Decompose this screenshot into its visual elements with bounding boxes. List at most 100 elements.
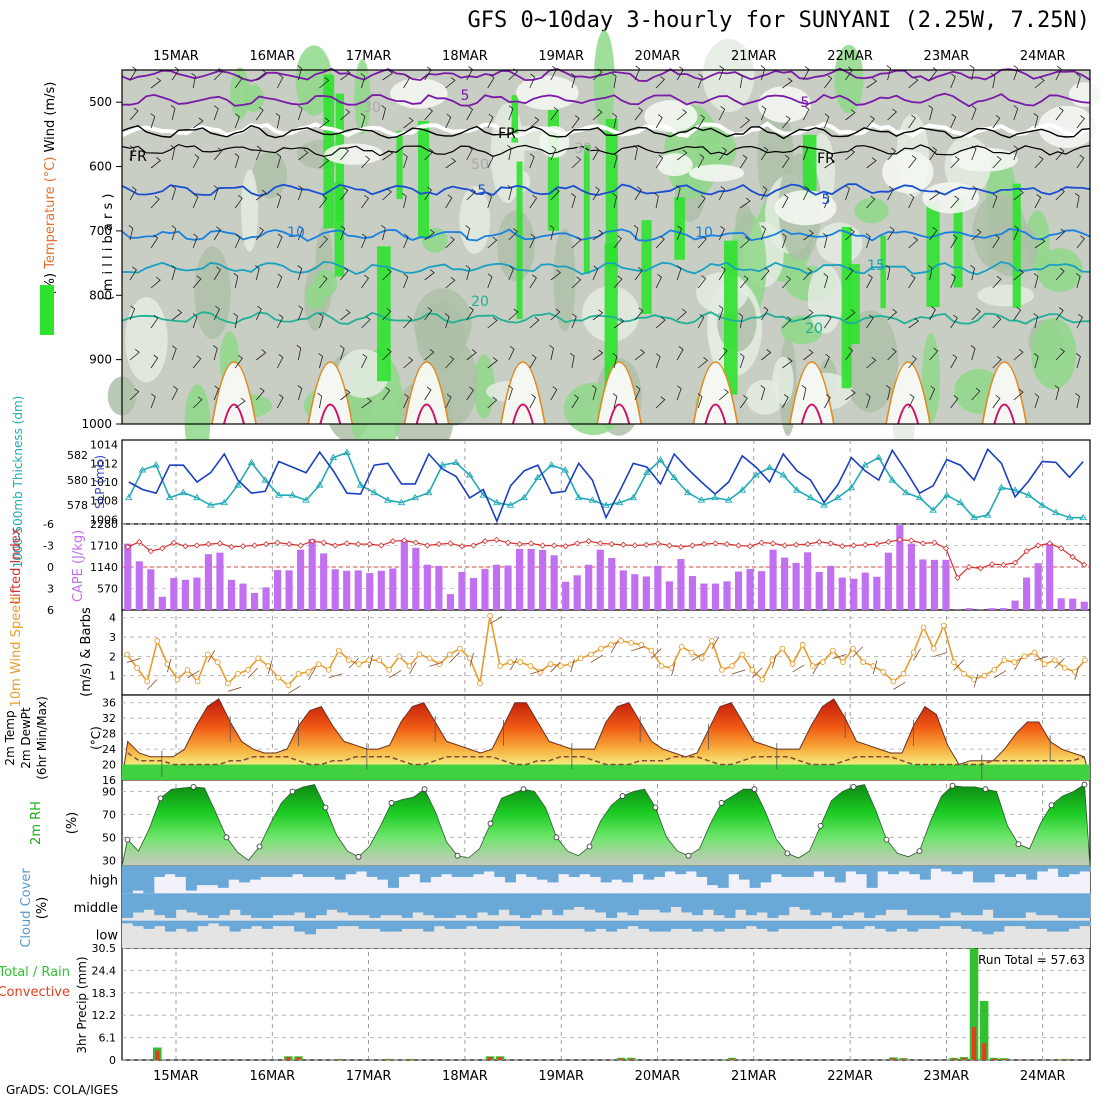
convective-plume [307, 361, 354, 425]
cloud-high-bar [1015, 866, 1027, 875]
wind-barb [466, 188, 477, 201]
precip-conv-bar [407, 1059, 412, 1060]
wind-barb [738, 312, 744, 329]
wind-speed-point [648, 647, 655, 654]
cloud-low-bar [541, 920, 553, 929]
wind-barb [1013, 348, 1024, 361]
cape-bar [942, 559, 950, 610]
thickness-point [547, 461, 556, 468]
cloud-high-bar [632, 866, 644, 875]
wind-barb [760, 385, 766, 401]
wind-speed-point [456, 645, 463, 652]
cloud-middle-bar [337, 893, 349, 913]
cloud-middle-bar [240, 893, 252, 916]
thickness-point [315, 481, 324, 488]
cloud-high-bar [590, 866, 602, 877]
thickness-point [452, 458, 460, 466]
cloud-middle-bar [584, 893, 596, 910]
wind-barb [340, 389, 351, 401]
panel-frame-slp [121, 439, 1091, 525]
wind-barb [824, 193, 830, 209]
rh-high-column [880, 235, 886, 309]
cape-bar [1011, 600, 1019, 610]
wind-speed-point [577, 655, 584, 662]
cape-bar [389, 568, 397, 610]
date-label-bottom: 24MAR [1020, 1069, 1066, 1084]
cloud-high-bar [813, 866, 825, 872]
wind-speed-point [890, 678, 897, 685]
thickness-point [615, 498, 624, 506]
li-tick-label: 6 [47, 604, 54, 617]
wind-barb [676, 385, 682, 401]
li-point [366, 541, 373, 548]
wind-barb [487, 193, 493, 209]
wind-barb [424, 186, 432, 201]
cloud-middle-bar [509, 893, 521, 916]
cloud-middle-bar [165, 893, 177, 918]
wind-barb [382, 268, 392, 281]
cape-tick-label: 2280 [90, 518, 118, 531]
li-tick-label: -6 [43, 518, 54, 531]
cloud-low-bar [810, 920, 822, 929]
temp-tick-label: 20 [102, 759, 116, 772]
wind-barb [1034, 393, 1040, 409]
cloud-high-bar [941, 866, 953, 872]
wind-barb [276, 74, 284, 89]
wind-barb [992, 193, 998, 209]
wind-barb [1013, 225, 1020, 241]
cloud-middle-bar [778, 893, 790, 916]
cloud-middle-bar [681, 893, 693, 913]
cloud-high-bar [962, 866, 974, 872]
wind-barb [150, 314, 159, 329]
wind-barb [529, 153, 535, 169]
wind-barb [718, 65, 724, 81]
date-label-bottom: 20MAR [635, 1069, 681, 1084]
panel-frame-pr [121, 947, 1091, 1061]
wind-barb [929, 347, 939, 361]
wind-tick-label: 1 [109, 670, 116, 683]
cape-bar [573, 575, 581, 610]
wind-barb [213, 266, 221, 281]
li-point [885, 538, 892, 545]
rh-legend-swatch [40, 285, 54, 335]
wind-barb [655, 273, 662, 289]
rh-shading-blob [694, 128, 737, 171]
rh-point [421, 786, 428, 793]
li-point [781, 542, 788, 549]
precip-conv-bar [961, 1057, 967, 1060]
cape-tick-label: 570 [97, 583, 118, 596]
wind-barb [1013, 306, 1022, 321]
cloud-middle-bar [1003, 893, 1016, 918]
cape-bar [631, 574, 639, 610]
wind-barb [634, 65, 641, 81]
rh-high-column [847, 264, 860, 345]
cloud-low-bar [197, 920, 209, 927]
li-point [597, 540, 604, 547]
wind-barb [697, 154, 705, 169]
wind-speed-point [991, 667, 998, 673]
cape-bar [815, 571, 823, 610]
cloud-high-bar [228, 866, 240, 880]
wind10m-barb [187, 670, 200, 679]
cloud-middle-bar [304, 893, 316, 918]
wind-speed-point [497, 663, 503, 669]
wind-barb [697, 393, 703, 409]
li-point [493, 536, 500, 543]
cloud-high-bar [1004, 866, 1016, 877]
wind-speed-point [245, 667, 251, 673]
wind-barb [760, 185, 768, 201]
thickness-point [397, 498, 406, 506]
thickness-point [152, 461, 160, 468]
wind-barb [718, 105, 726, 121]
wind-barb [508, 345, 515, 361]
wind-barb [950, 395, 959, 409]
rh-tick-label: 90 [102, 785, 116, 798]
wind-barb [150, 276, 161, 289]
cape-bar [1080, 601, 1088, 610]
wind-speed-point [547, 661, 554, 667]
wind-barb [213, 385, 220, 401]
cloud-middle-bar [659, 893, 671, 913]
wind-speed-point [598, 645, 604, 652]
temp-axis-label: 2m DewPt [19, 707, 33, 769]
cloud-low-bar [175, 920, 187, 929]
